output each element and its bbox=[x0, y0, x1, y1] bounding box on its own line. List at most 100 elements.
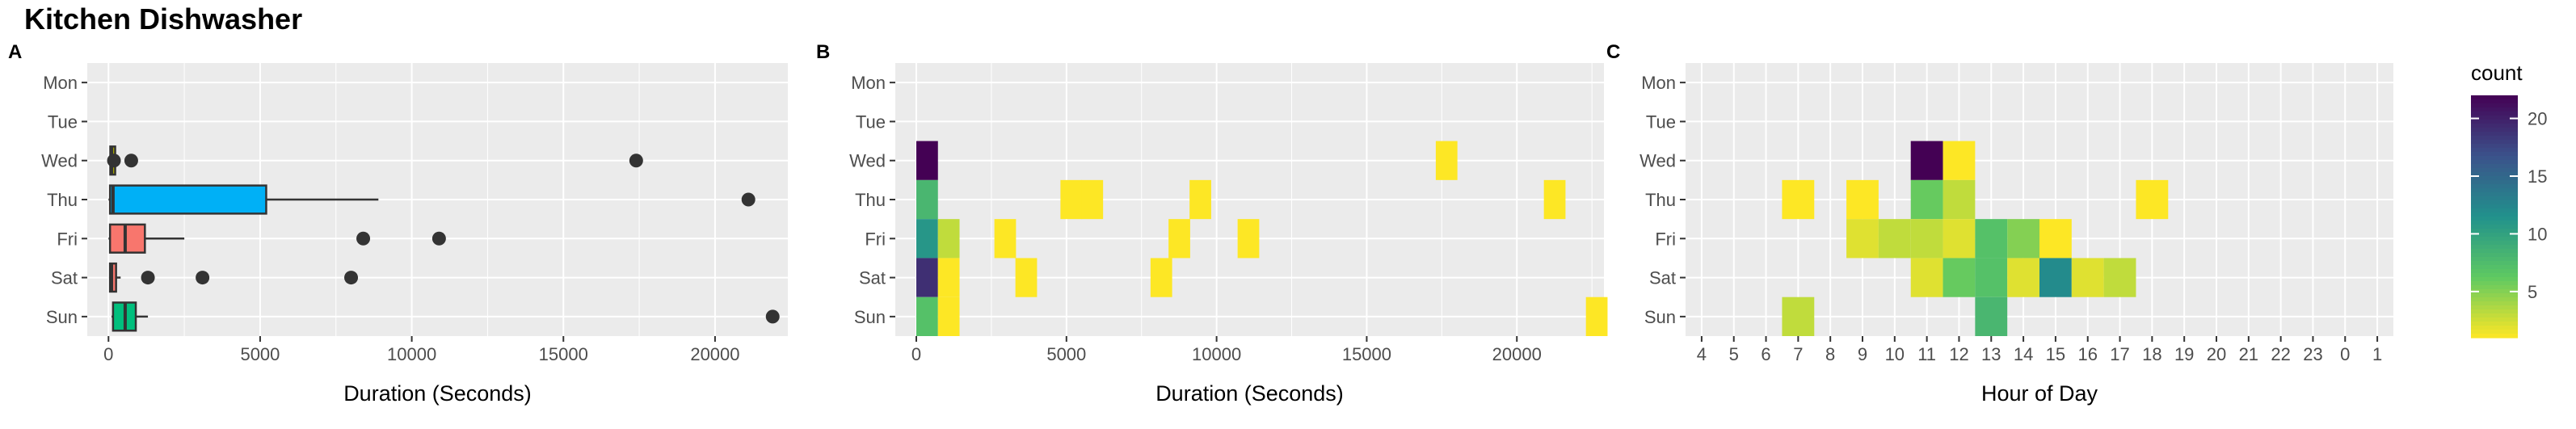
y-tick-label-sat: Sat bbox=[51, 268, 78, 288]
colorbar-segment bbox=[2471, 95, 2518, 100]
heat-cell-fri-11 bbox=[1237, 219, 1260, 259]
heat-cell-fri-14 bbox=[2007, 219, 2039, 259]
outlier-sat-2 bbox=[344, 271, 359, 285]
outlier-fri-1 bbox=[431, 231, 446, 246]
x-tick-label-1: 5000 bbox=[240, 344, 280, 364]
colorbar-segment bbox=[2471, 221, 2518, 225]
heat-cell-sat-13 bbox=[1975, 258, 2008, 297]
heat-cell-fri-9 bbox=[994, 219, 1017, 259]
x-tick-label-22: 22 bbox=[2271, 344, 2290, 364]
y-tick-label-wed: Wed bbox=[41, 151, 78, 171]
heat-cell-sat-12 bbox=[1943, 258, 1976, 297]
y-tick-label-thu: Thu bbox=[1645, 190, 1676, 210]
box-thu bbox=[108, 184, 267, 215]
panel-label-c: C bbox=[1606, 41, 1620, 63]
colorbar-segment bbox=[2471, 273, 2518, 278]
colorbar-segment bbox=[2471, 277, 2518, 282]
colorbar-segment bbox=[2471, 229, 2518, 233]
heat-cell-sat-15 bbox=[1150, 258, 1172, 297]
outlier-fri-0 bbox=[356, 231, 371, 246]
colorbar-segment bbox=[2471, 269, 2518, 274]
colorbar-segment bbox=[2471, 144, 2518, 149]
colorbar-segment bbox=[2471, 200, 2518, 205]
x-axis-title: Hour of Day bbox=[1981, 381, 2098, 406]
colorbar-segment bbox=[2471, 196, 2518, 201]
x-tick-label-8: 8 bbox=[1825, 344, 1835, 364]
colorbar-segment bbox=[2471, 107, 2518, 112]
x-tick-label-9: 9 bbox=[1858, 344, 1867, 364]
heat-cell-fri-10 bbox=[1168, 219, 1190, 259]
heat-cell-thu-5 bbox=[1189, 179, 1211, 220]
y-tick-label-fri: Fri bbox=[1655, 229, 1676, 249]
x-tick-label-11: 11 bbox=[1917, 344, 1936, 364]
colorbar-segment bbox=[2471, 99, 2518, 104]
colorbar-segment bbox=[2471, 148, 2518, 153]
outlier-thu-0 bbox=[741, 192, 756, 207]
y-tick-label-sun: Sun bbox=[854, 307, 886, 327]
colorbar-segment bbox=[2471, 233, 2518, 238]
colorbar-segment bbox=[2471, 289, 2518, 294]
colorbar-segment bbox=[2471, 293, 2518, 298]
x-tick-label-20: 20 bbox=[2207, 344, 2226, 364]
colorbar-segment bbox=[2471, 245, 2518, 250]
colorbar-segment bbox=[2471, 164, 2518, 169]
heat-cell-thu-2 bbox=[916, 179, 938, 220]
y-tick-label-sat: Sat bbox=[859, 268, 886, 288]
panel-b-duration-heatmap: B Mon Tue Wed Thu Fri Sat Sun Duration (Seconds)… bbox=[816, 41, 1608, 406]
y-tick-label-fri: Fri bbox=[57, 229, 78, 249]
colorbar-segment bbox=[2471, 281, 2518, 286]
heat-cell-sun-16 bbox=[916, 297, 938, 336]
heat-cell-wed-1 bbox=[1435, 141, 1458, 180]
x-tick-label-0: 0 bbox=[103, 344, 113, 364]
outlier-wed-2 bbox=[629, 154, 643, 168]
heat-cell-thu-12 bbox=[1943, 179, 1976, 220]
y-tick-label-thu: Thu bbox=[855, 190, 886, 210]
x-tick-label-0: 0 bbox=[911, 344, 921, 364]
heat-cell-fri-10 bbox=[1878, 219, 1911, 259]
heat-cell-sun-18 bbox=[1585, 297, 1608, 336]
heat-cell-sat-14 bbox=[1015, 258, 1038, 297]
colorbar-segment bbox=[2471, 180, 2518, 185]
heat-cell-thu-9 bbox=[1846, 179, 1879, 220]
heat-cell-fri-7 bbox=[916, 219, 938, 259]
x-tick-label-7: 7 bbox=[1793, 344, 1803, 364]
outlier-wed-1 bbox=[124, 154, 138, 168]
y-tick-label-sun: Sun bbox=[46, 307, 78, 327]
heat-cell-sun-7 bbox=[1782, 297, 1815, 336]
y-tick-label-fri: Fri bbox=[865, 229, 886, 249]
x-tick-label-0: 0 bbox=[2340, 344, 2350, 364]
colorbar-segment bbox=[2471, 168, 2518, 173]
colorbar-segment bbox=[2471, 261, 2518, 266]
x-axis-title: Duration (Seconds) bbox=[343, 381, 532, 406]
colorbar-segment bbox=[2471, 249, 2518, 254]
heat-cell-thu-3 bbox=[1060, 179, 1083, 220]
x-tick-label-4: 20000 bbox=[690, 344, 739, 364]
colorbar-segment bbox=[2471, 152, 2518, 157]
legend-colorbar: 5 10 15 20 bbox=[2471, 95, 2547, 339]
y-tick-label-mon: Mon bbox=[851, 73, 886, 93]
heat-cell-fri-13 bbox=[1975, 219, 2008, 259]
x-tick-label-5: 5 bbox=[1729, 344, 1739, 364]
x-axis-title: Duration (Seconds) bbox=[1155, 381, 1344, 406]
colorbar-segment bbox=[2471, 237, 2518, 242]
colorbar-segment bbox=[2471, 217, 2518, 221]
x-tick-label-3: 15000 bbox=[1342, 344, 1391, 364]
x-tick-label-4: 4 bbox=[1697, 344, 1707, 364]
colorbar-segment bbox=[2471, 318, 2518, 322]
colorbar-segment bbox=[2471, 334, 2518, 339]
x-tick-label-2: 10000 bbox=[387, 344, 436, 364]
y-tick-label-sat: Sat bbox=[1649, 268, 1676, 288]
colorbar-segment bbox=[2471, 136, 2518, 141]
panel-label-a: A bbox=[8, 41, 22, 63]
heat-cell-sun-13 bbox=[1975, 297, 2008, 336]
legend-title: count bbox=[2471, 61, 2523, 85]
y-tick-label-tue: Tue bbox=[1646, 111, 1676, 132]
legend-tick-label-0: 5 bbox=[2528, 282, 2537, 302]
heat-cell-fri-12 bbox=[1943, 219, 1976, 259]
x-tick-label-17: 17 bbox=[2110, 344, 2129, 364]
x-tick-label-19: 19 bbox=[2174, 344, 2194, 364]
colorbar-segment bbox=[2471, 326, 2518, 330]
colorbar-segment bbox=[2471, 132, 2518, 137]
x-tick-label-12: 12 bbox=[1949, 344, 1968, 364]
